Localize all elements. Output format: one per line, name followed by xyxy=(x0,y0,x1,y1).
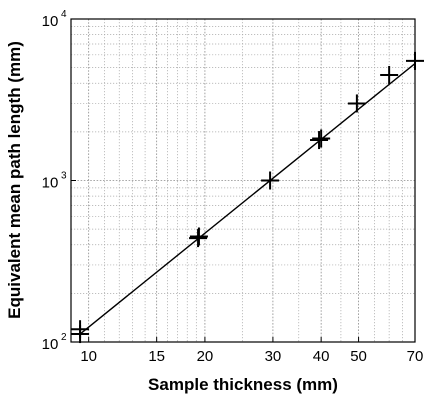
data-markers xyxy=(71,51,424,344)
x-axis-ticks: 10 15 20 30 40 50 70 xyxy=(80,337,423,365)
y-axis-label: Equivalent mean path length (mm) xyxy=(5,41,24,319)
data-point xyxy=(189,227,208,246)
fit-lines xyxy=(79,62,416,335)
y-tick-exponent: 2 xyxy=(61,332,67,343)
x-tick-label: 70 xyxy=(407,348,424,365)
data-point xyxy=(380,66,399,85)
data-point xyxy=(310,131,329,150)
data-point xyxy=(347,94,366,113)
x-tick-label: 40 xyxy=(313,348,330,365)
y-tick-exponent: 4 xyxy=(61,9,67,20)
data-point xyxy=(261,171,280,190)
x-tick-label: 10 xyxy=(80,348,97,365)
y-tick-label: 10 xyxy=(42,13,59,30)
data-point xyxy=(406,51,424,70)
data-point xyxy=(312,129,331,148)
y-tick-label: 10 xyxy=(42,336,59,353)
data-point xyxy=(71,320,90,339)
x-tick-label: 15 xyxy=(148,348,165,365)
y-tick-exponent: 3 xyxy=(61,171,67,182)
x-tick-label: 20 xyxy=(197,348,214,365)
grid xyxy=(70,19,416,342)
x-tick-label: 30 xyxy=(265,348,282,365)
x-axis-label: Sample thickness (mm) xyxy=(148,375,338,394)
y-tick-label: 10 xyxy=(42,175,59,192)
fit-line xyxy=(79,62,416,335)
x-tick-label: 50 xyxy=(350,348,367,365)
